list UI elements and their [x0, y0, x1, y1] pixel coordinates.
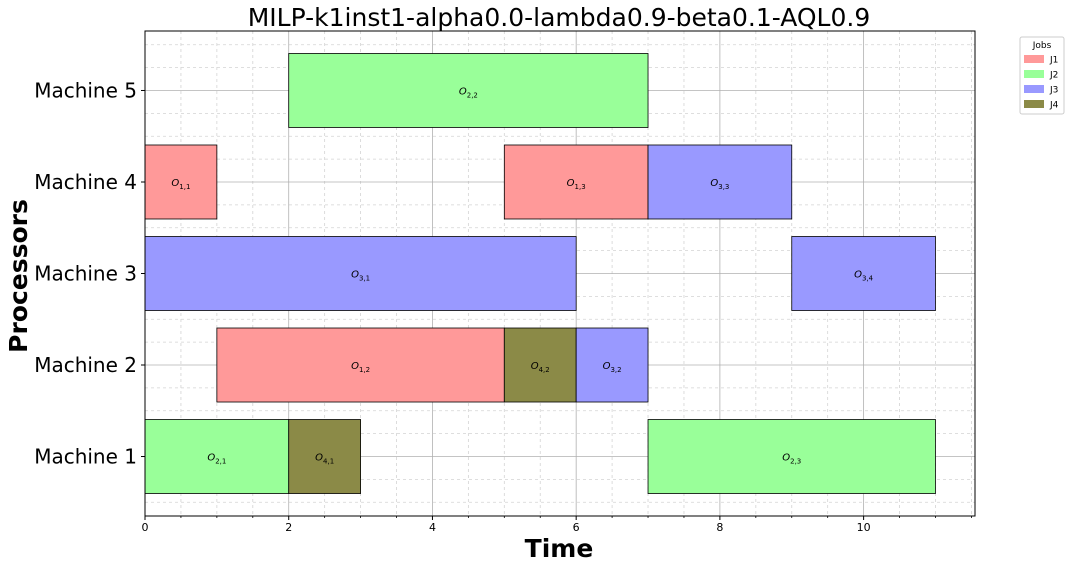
- operation-bar: [647, 419, 936, 494]
- y-axis-ticks: Machine 1 Machine 2 Machine 3 Machine 4 Mach…: [34, 78, 145, 469]
- operation-bar: [791, 236, 936, 311]
- operation-label: O3,3: [710, 178, 729, 191]
- operation-label: O1,3: [567, 178, 586, 191]
- operation-label: O3,2: [603, 361, 622, 374]
- operation-label: O2,3: [782, 453, 801, 466]
- x-tick-label: 10: [857, 521, 871, 534]
- legend-entries: J1 J2 J3 J4: [1024, 55, 1059, 111]
- y-tick-label: Machine 2: [34, 353, 137, 377]
- legend-label: J4: [1049, 101, 1059, 111]
- operation-bar: [288, 419, 361, 494]
- legend-swatch: [1024, 55, 1044, 63]
- x-axis-label: Time: [525, 534, 594, 563]
- operation-label: O1,1: [171, 178, 190, 191]
- operation-label: O1,2: [351, 361, 370, 374]
- x-tick-label: 6: [573, 521, 580, 534]
- plot-area: O2,1 O4,1 O2,3 O1,2 O4,2 O3,2 O3,1 O3,4 O1,1 O1,3…: [34, 30, 976, 534]
- operation-bar: [144, 144, 218, 220]
- legend-label: J3: [1049, 86, 1058, 96]
- legend-label: J2: [1049, 71, 1058, 81]
- operation-bar: [647, 144, 793, 220]
- y-tick-label: Machine 3: [34, 262, 137, 286]
- operation-label: O3,1: [351, 270, 370, 283]
- legend-title: Jobs: [1032, 41, 1052, 51]
- operation-label: O4,1: [315, 453, 334, 466]
- legend-swatch: [1024, 100, 1044, 108]
- x-tick-label: 0: [142, 521, 149, 534]
- operation-bar: [503, 144, 649, 220]
- operation-bar: [503, 327, 577, 403]
- x-tick-label: 4: [429, 521, 436, 534]
- x-tick-label: 8: [716, 521, 723, 534]
- operation-label: O2,2: [459, 86, 478, 99]
- y-tick-label: Machine 5: [34, 78, 137, 102]
- legend: Jobs J1 J2 J3 J4: [1019, 36, 1065, 115]
- legend-swatch: [1024, 70, 1044, 78]
- operation-label: O4,2: [531, 361, 550, 374]
- operation-bar: [144, 236, 577, 311]
- y-tick-label: Machine 4: [34, 170, 137, 194]
- operation-label: O3,4: [854, 270, 874, 283]
- operation-bar: [288, 53, 649, 128]
- operation-bar: [144, 419, 290, 494]
- x-axis-ticks: 0 2 4 6 8 10: [142, 516, 972, 534]
- legend-label: J1: [1049, 56, 1058, 66]
- operation-bar: [216, 327, 505, 403]
- operation-bars: O2,1 O4,1 O2,3 O1,2 O4,2 O3,2 O3,1 O3,4 O1,1 O1,3…: [144, 53, 936, 494]
- y-tick-label: Machine 1: [34, 445, 137, 469]
- chart-title: MILP-k1inst1-alpha0.0-lambda0.9-beta0.1-…: [248, 3, 871, 32]
- legend-swatch: [1024, 85, 1044, 93]
- operation-bar: [575, 327, 649, 403]
- x-tick-label: 2: [285, 521, 292, 534]
- operation-label: O2,1: [207, 453, 226, 466]
- y-axis-label: Processors: [4, 199, 33, 353]
